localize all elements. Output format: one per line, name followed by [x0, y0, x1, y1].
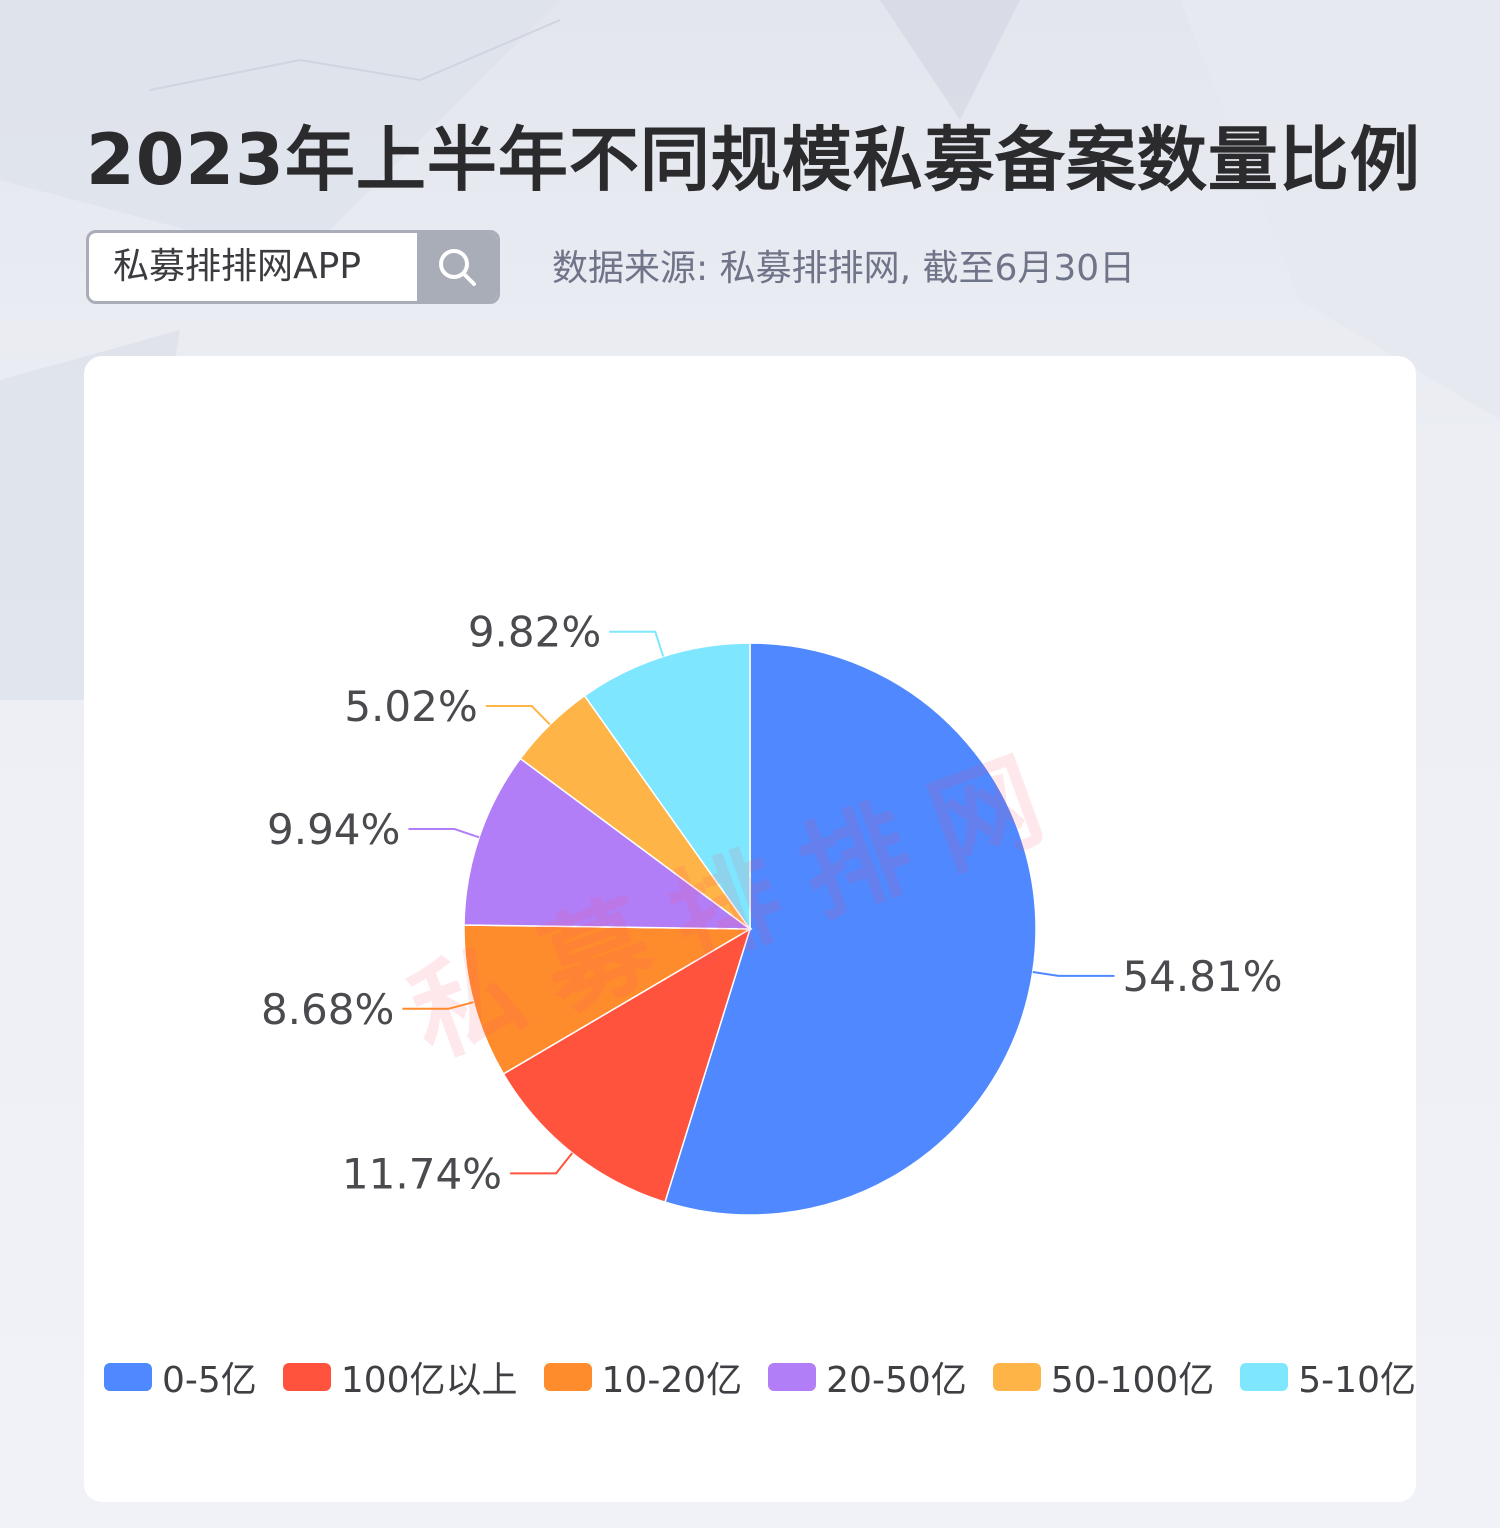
data-label-2: 8.68%: [261, 985, 394, 1034]
legend-swatch: [104, 1363, 152, 1391]
legend-label: 50-100亿: [1050, 1360, 1215, 1401]
legend-item-5[interactable]: 5-10亿: [1240, 1351, 1416, 1403]
search-label: 私募排排网APP: [113, 246, 362, 287]
search-icon: [439, 249, 476, 286]
pie-slice-5[interactable]: [583, 642, 751, 932]
legend-item-4[interactable]: 50-100亿: [992, 1351, 1215, 1403]
data-label-3: 9.94%: [267, 805, 400, 854]
legend-label: 10-20亿: [601, 1360, 743, 1401]
pie-slice-3[interactable]: [463, 757, 753, 930]
page-title: 2023年上半年不同规模私募备案数量比例: [86, 119, 1421, 201]
pie-slice-1[interactable]: [502, 927, 752, 1204]
search-button[interactable]: [417, 233, 497, 301]
legend-swatch: [1240, 1363, 1289, 1391]
data-label-1: 11.74%: [342, 1149, 502, 1198]
legend-swatch: [282, 1363, 331, 1391]
pie-chart: 私募排排网 54.81%11.74%8.68%9.94%5.02%9.82%: [261, 608, 1283, 1216]
legend-label: 0-5亿: [162, 1360, 257, 1401]
legend-item-2[interactable]: 10-20亿: [543, 1351, 743, 1403]
legend-item-3[interactable]: 20-50亿: [768, 1351, 967, 1403]
data-label-0: 54.81%: [1122, 952, 1282, 1001]
leader-line-3: [408, 828, 480, 839]
data-label-4: 5.02%: [344, 682, 477, 731]
search-box[interactable]: 私募排排网APP: [86, 230, 500, 304]
legend-item-1[interactable]: 100亿以上: [282, 1351, 518, 1403]
data-source-note: 数据来源: 私募排排网, 截至6月30日: [552, 248, 1136, 289]
leader-line-2: [402, 1001, 474, 1010]
chart-card: 私募排排网 54.81% 11.74% 8.68% 9.94% 5.02% 9.82% 0-…: [84, 356, 1416, 1502]
leader-line-0: [1032, 971, 1115, 977]
legend-item-0[interactable]: 0-5亿: [104, 1351, 257, 1403]
legend-swatch: [992, 1363, 1041, 1391]
leader-line-5: [609, 630, 665, 657]
leader-line-1: [510, 1152, 574, 1175]
chart-legend: 0-5亿 100亿以上 10-20亿 20-50亿 50-100亿 5-10亿: [104, 1351, 1416, 1403]
legend-label: 100亿以上: [340, 1360, 518, 1401]
data-label-5: 9.82%: [468, 608, 601, 657]
legend-swatch: [543, 1363, 592, 1391]
legend-label: 20-50亿: [826, 1360, 967, 1401]
leader-line-4: [485, 705, 551, 726]
legend-swatch: [768, 1363, 817, 1391]
legend-label: 5-10亿: [1298, 1360, 1416, 1401]
